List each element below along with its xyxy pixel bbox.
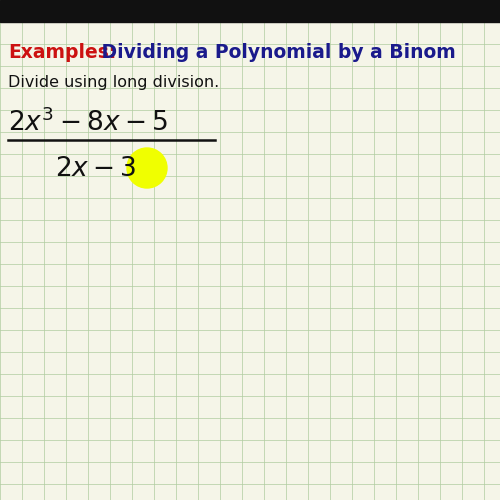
Circle shape	[127, 148, 167, 188]
Bar	[0, 0, 500, 22]
Text: Divide using long division.: Divide using long division.	[8, 76, 219, 90]
Text: Examples:: Examples:	[8, 42, 117, 62]
Text: $2x^3 - 8x - 5$: $2x^3 - 8x - 5$	[8, 108, 168, 136]
Text: $2x - 3$: $2x - 3$	[55, 156, 136, 180]
Text: Dividing a Polynomial by a Binom: Dividing a Polynomial by a Binom	[95, 42, 456, 62]
